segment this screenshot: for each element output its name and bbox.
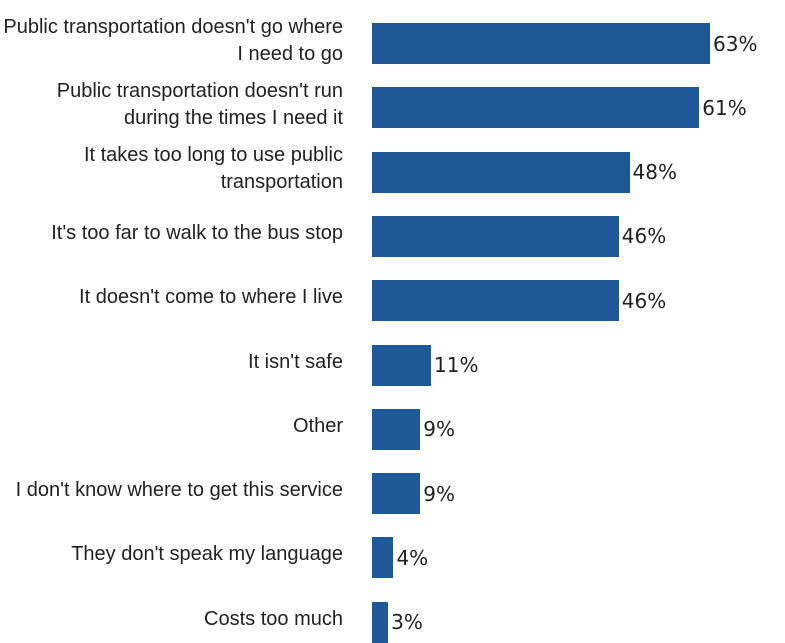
category-label: I don't know where to get this service xyxy=(15,479,343,502)
category-label: Public transportation doesn't run during… xyxy=(56,79,343,129)
value-label: 3% xyxy=(391,610,423,635)
category-label: They don't speak my language xyxy=(71,543,343,566)
bar xyxy=(372,601,389,643)
value-label: 46% xyxy=(621,224,667,249)
value-label: 61% xyxy=(702,95,747,120)
value-label: 48% xyxy=(632,160,677,185)
category-label: Public transportation doesn't go where I… xyxy=(3,15,343,65)
category-label: Costs too much xyxy=(204,607,343,630)
value-label: 4% xyxy=(396,545,429,570)
bar xyxy=(372,344,432,386)
value-label: 63% xyxy=(713,31,758,56)
value-label: 9% xyxy=(423,417,456,442)
bar xyxy=(372,23,710,64)
category-label: It takes too long to use public transpor… xyxy=(83,144,343,194)
bar xyxy=(372,151,630,193)
bar xyxy=(372,473,421,515)
bar xyxy=(372,408,421,450)
bar xyxy=(372,87,700,129)
category-label: It's too far to walk to the bus stop xyxy=(51,221,343,244)
value-label: 46% xyxy=(621,288,667,313)
bar xyxy=(372,537,394,579)
bar xyxy=(372,280,619,322)
value-label: 9% xyxy=(423,481,456,506)
bar xyxy=(372,215,619,257)
category-label: Other xyxy=(292,414,343,437)
category-label: It doesn't come to where I live xyxy=(79,286,343,309)
value-label: 11% xyxy=(434,353,479,377)
category-label: It isn't safe xyxy=(248,350,343,373)
